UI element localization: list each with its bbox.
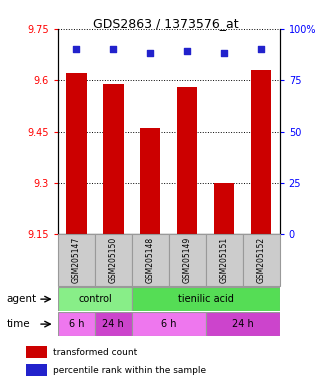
Text: percentile rank within the sample: percentile rank within the sample <box>53 366 206 375</box>
Point <box>221 50 227 56</box>
Text: GSM205149: GSM205149 <box>183 237 192 283</box>
Point <box>74 46 79 52</box>
Text: GSM205152: GSM205152 <box>257 237 266 283</box>
Text: GSM205150: GSM205150 <box>109 237 118 283</box>
FancyBboxPatch shape <box>132 234 169 286</box>
Bar <box>26 346 47 358</box>
Text: 24 h: 24 h <box>232 319 254 329</box>
Text: GDS2863 / 1373576_at: GDS2863 / 1373576_at <box>93 17 238 30</box>
Text: GSM205151: GSM205151 <box>220 237 229 283</box>
Point <box>259 46 264 52</box>
Text: GSM205148: GSM205148 <box>146 237 155 283</box>
FancyBboxPatch shape <box>206 312 280 336</box>
FancyBboxPatch shape <box>95 234 132 286</box>
Text: 6 h: 6 h <box>161 319 176 329</box>
Point <box>185 48 190 55</box>
Bar <box>251 70 271 234</box>
Bar <box>66 73 87 234</box>
Text: 6 h: 6 h <box>69 319 84 329</box>
Text: agent: agent <box>7 294 37 304</box>
Text: tienilic acid: tienilic acid <box>178 294 234 304</box>
Point <box>111 46 116 52</box>
Bar <box>177 87 198 234</box>
Point <box>148 50 153 56</box>
Bar <box>26 364 47 376</box>
Text: 24 h: 24 h <box>103 319 124 329</box>
Text: time: time <box>7 319 30 329</box>
FancyBboxPatch shape <box>58 287 132 311</box>
FancyBboxPatch shape <box>58 234 95 286</box>
FancyBboxPatch shape <box>132 287 280 311</box>
Text: GSM205147: GSM205147 <box>72 237 81 283</box>
Text: transformed count: transformed count <box>53 348 137 357</box>
Bar <box>140 128 161 234</box>
FancyBboxPatch shape <box>169 234 206 286</box>
FancyBboxPatch shape <box>95 312 132 336</box>
FancyBboxPatch shape <box>206 234 243 286</box>
FancyBboxPatch shape <box>243 234 280 286</box>
Text: control: control <box>78 294 112 304</box>
FancyBboxPatch shape <box>132 312 206 336</box>
FancyBboxPatch shape <box>58 312 95 336</box>
Bar <box>214 183 234 234</box>
Bar <box>103 84 123 234</box>
